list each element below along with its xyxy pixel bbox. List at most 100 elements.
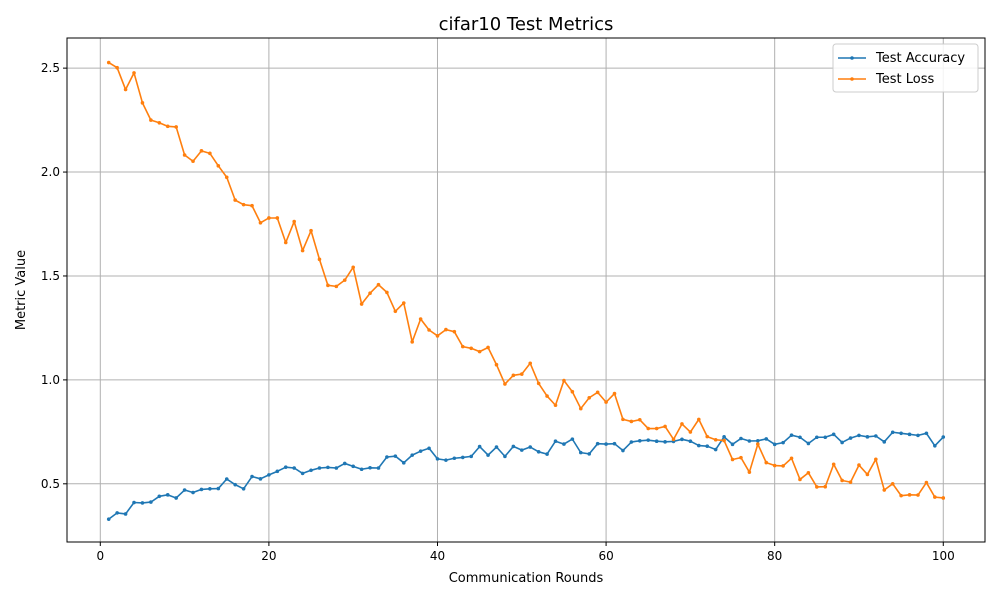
legend-marker [850, 56, 854, 60]
data-point [874, 457, 878, 462]
data-point [444, 458, 448, 462]
data-point [140, 101, 145, 105]
data-point [629, 419, 634, 424]
data-point [638, 417, 642, 422]
data-point [907, 493, 912, 497]
data-point [933, 495, 937, 499]
data-point [857, 433, 861, 438]
data-point [452, 456, 457, 461]
data-point [638, 438, 642, 443]
data-point [747, 439, 752, 443]
data-point [233, 198, 237, 202]
data-point [368, 291, 372, 296]
data-point [460, 344, 465, 349]
data-point [604, 442, 608, 446]
data-point [182, 488, 187, 492]
x-tick-label: 0 [96, 549, 104, 563]
data-point [300, 248, 305, 253]
data-point [772, 442, 777, 447]
data-point [739, 455, 743, 460]
data-point [663, 440, 667, 444]
data-point [713, 447, 718, 452]
data-point [722, 435, 726, 439]
data-point [646, 438, 651, 442]
data-point [444, 327, 448, 332]
data-point [831, 432, 836, 437]
data-point [570, 389, 575, 394]
data-point [654, 439, 659, 444]
data-point [747, 470, 752, 474]
data-point [401, 301, 406, 305]
data-point [233, 482, 237, 487]
legend-box [832, 43, 979, 93]
data-point [334, 284, 339, 289]
data-point [241, 202, 246, 207]
data-point [764, 437, 769, 441]
data-point [351, 265, 355, 270]
data-point [359, 467, 364, 472]
data-point [435, 334, 440, 338]
data-point [528, 445, 533, 449]
data-point [697, 417, 701, 422]
data-point [916, 433, 920, 438]
grid [67, 38, 985, 542]
data-point [857, 463, 861, 467]
data-point [806, 441, 811, 446]
data-point [806, 470, 811, 475]
data-point [199, 487, 204, 492]
data-point [604, 400, 608, 404]
data-point [798, 477, 802, 482]
data-point [418, 317, 423, 321]
series-layer [106, 60, 946, 521]
data-point [781, 464, 785, 468]
data-point [106, 517, 111, 521]
data-point [309, 468, 313, 473]
data-point [309, 228, 313, 233]
data-point [258, 220, 263, 225]
data-point [342, 461, 347, 466]
data-point [224, 175, 229, 180]
data-point [157, 494, 162, 499]
data-point [882, 488, 887, 492]
data-point [680, 437, 684, 442]
data-point [840, 440, 844, 445]
data-point [258, 477, 263, 481]
data-point [191, 490, 195, 495]
data-point [410, 453, 414, 457]
data-point [410, 340, 414, 344]
series-line [108, 431, 944, 520]
data-point [241, 486, 246, 491]
data-point [629, 440, 634, 444]
data-point [840, 478, 844, 483]
data-point [317, 257, 322, 262]
data-point [848, 436, 853, 440]
data-point [503, 382, 507, 386]
data-point [831, 462, 836, 467]
data-point [587, 452, 592, 456]
data-point [393, 309, 398, 314]
data-point [815, 435, 819, 440]
series-0 [106, 430, 946, 521]
data-point [621, 448, 625, 453]
y-axis: 0.5 1.0 1.5 2.0 2.5 [41, 61, 67, 491]
data-point [292, 219, 296, 224]
data-point [612, 391, 617, 396]
data-point [705, 444, 710, 448]
data-point [941, 435, 946, 439]
data-point [334, 466, 339, 470]
data-point [267, 473, 271, 477]
data-point [208, 151, 212, 156]
data-point [224, 477, 229, 481]
data-point [705, 434, 710, 439]
data-point [469, 346, 474, 351]
legend-marker [850, 77, 854, 81]
data-point [587, 395, 592, 400]
data-point [435, 457, 440, 461]
data-point [511, 373, 516, 378]
data-point [132, 71, 136, 75]
data-point [663, 424, 667, 429]
data-point [385, 455, 389, 459]
data-point [494, 445, 499, 449]
data-point [924, 431, 929, 436]
